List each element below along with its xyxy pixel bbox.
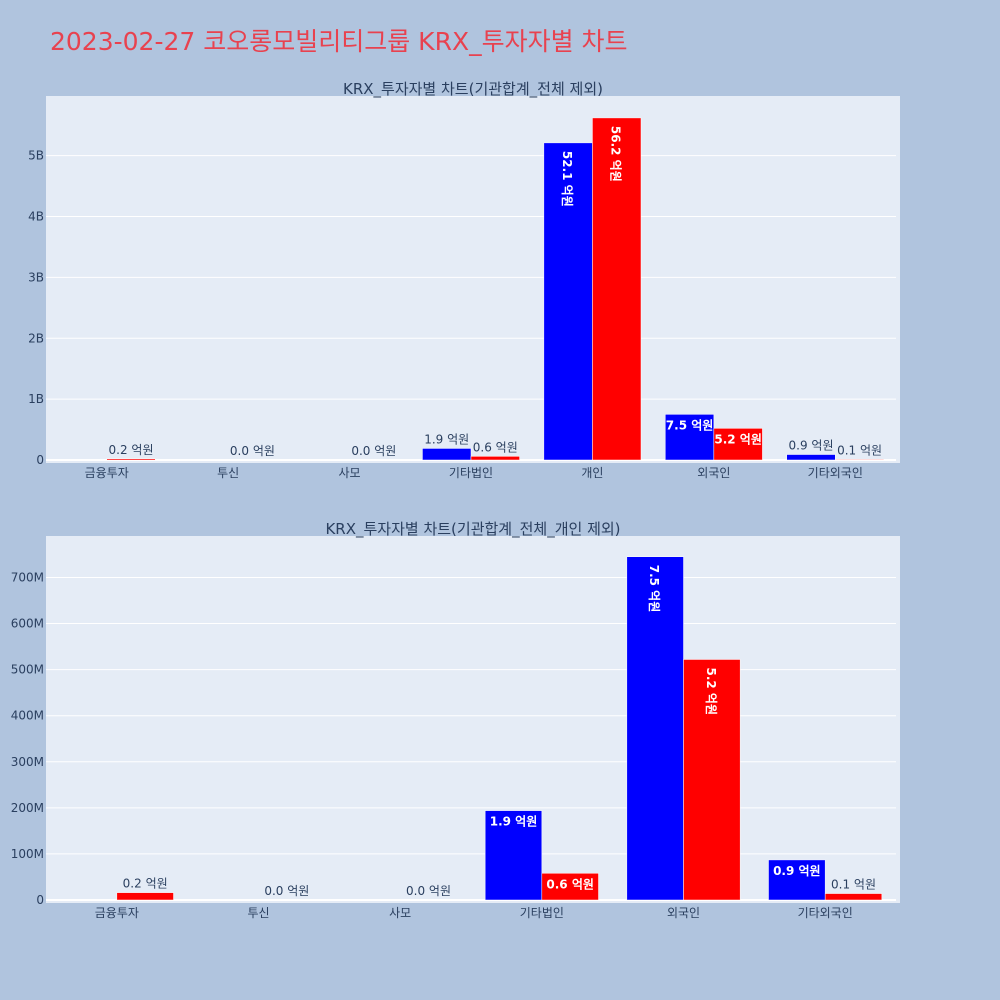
- chart-title: KRX_투자자별 차트(기관합계_전체 제외): [343, 80, 603, 99]
- x-tick-label: 기타법인: [520, 906, 564, 920]
- bar: [786, 454, 836, 461]
- bar: [470, 456, 520, 461]
- bar: [713, 428, 763, 461]
- bar: [592, 117, 642, 461]
- data-label: 0.0 억원: [406, 884, 451, 898]
- data-label: 0.1 억원: [837, 443, 882, 457]
- x-tick-label: 기타외국인: [808, 466, 863, 480]
- data-label: 7.5 억원: [647, 565, 661, 613]
- bar: [422, 448, 472, 461]
- data-label: 0.9 억원: [773, 864, 821, 878]
- data-label: 5.2 억원: [714, 432, 762, 446]
- y-tick-label: 3B: [28, 270, 44, 284]
- x-tick-label: 사모: [389, 906, 411, 920]
- y-tick-label: 200M: [11, 801, 44, 815]
- y-tick-label: 700M: [11, 570, 44, 584]
- y-tick-label: 0: [36, 453, 44, 467]
- chart-2: 0 100M 200M 300M 400M 500M 600M 700M KRX_투자자별 차트…: [11, 520, 900, 920]
- x-tick-label: 사모: [339, 466, 361, 480]
- y-tick-label: 2B: [28, 331, 44, 345]
- data-label: 0.0 억원: [230, 444, 275, 458]
- data-label: 0.2 억원: [123, 877, 168, 891]
- x-tick-label: 외국인: [697, 466, 730, 480]
- y-tick-label: 0: [36, 893, 44, 907]
- bar: [768, 859, 826, 901]
- data-label: 1.9 억원: [490, 815, 538, 829]
- data-label: 5.2 억원: [704, 667, 718, 715]
- data-label: 0.1 억원: [831, 878, 876, 892]
- bar: [106, 458, 156, 461]
- y-tick-label: 400M: [11, 709, 44, 723]
- bar: [626, 556, 684, 901]
- x-tick-label: 기타외국인: [798, 906, 853, 920]
- bar: [683, 659, 741, 901]
- y-tick-label: 5B: [28, 149, 44, 163]
- x-tick-label: 금융투자: [95, 906, 139, 920]
- data-label: 52.1 억원: [560, 151, 574, 207]
- chart-1: 0 1B 2B 3B 4B 5B KRX_투자자별 차트(기관합계_전체 제외) 금융투자 0.…: [28, 80, 900, 480]
- y-tick-label: 100M: [11, 847, 44, 861]
- data-label: 0.6 억원: [546, 877, 594, 891]
- bar: [835, 459, 885, 461]
- data-label: 0.0 억원: [351, 444, 396, 458]
- bar: [541, 873, 599, 901]
- x-tick-label: 외국인: [667, 906, 700, 920]
- bar: [116, 892, 174, 901]
- data-label: 0.2 억원: [109, 443, 154, 457]
- bar: [824, 893, 883, 901]
- page-title: 2023-02-27 코오롱모빌리티그룹 KRX_투자자별 차트: [50, 27, 628, 56]
- data-label: 56.2 억원: [609, 126, 623, 182]
- x-tick-label: 투신: [217, 466, 239, 480]
- y-tick-label: 1B: [28, 392, 44, 406]
- bar: [484, 810, 543, 901]
- bar: [665, 414, 715, 461]
- x-tick-label: 개인: [581, 466, 603, 480]
- data-label: 0.6 억원: [473, 440, 518, 454]
- plot-area: [46, 96, 900, 463]
- chart-title: KRX_투자자별 차트(기관합계_전체_개인 제외): [325, 520, 620, 539]
- data-label: 7.5 억원: [666, 418, 714, 432]
- y-tick-label: 500M: [11, 663, 44, 677]
- data-label: 1.9 억원: [424, 432, 469, 446]
- x-tick-label: 투신: [247, 906, 269, 920]
- plot-area: [46, 536, 900, 903]
- y-tick-label: 4B: [28, 210, 44, 224]
- y-tick-label: 600M: [11, 617, 44, 631]
- data-label: 0.9 억원: [789, 439, 834, 453]
- y-tick-label: 300M: [11, 755, 44, 769]
- x-tick-label: 금융투자: [85, 466, 129, 480]
- x-tick-label: 기타법인: [449, 466, 493, 480]
- data-label: 0.0 억원: [264, 884, 309, 898]
